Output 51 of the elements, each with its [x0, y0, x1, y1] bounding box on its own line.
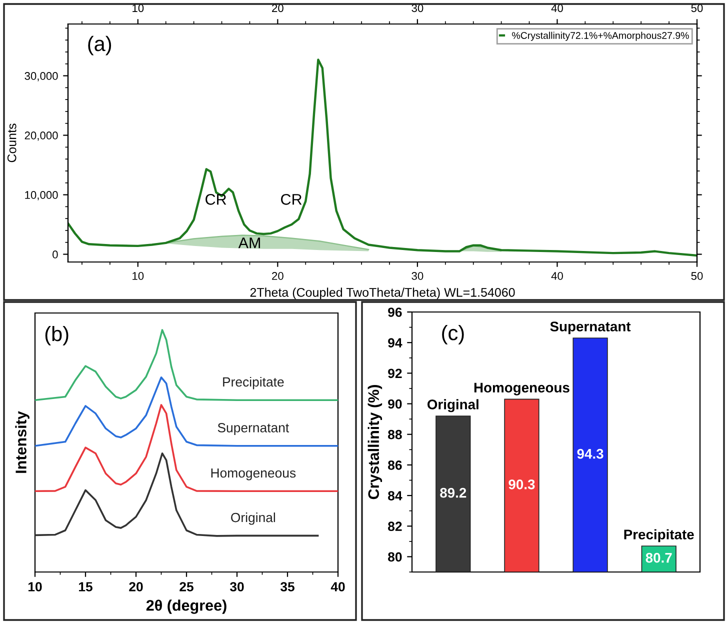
- annotation: (a): [88, 36, 112, 56]
- annotation: (c): [442, 325, 464, 344]
- annotation: CR: [281, 194, 302, 205]
- x-tick-label: 20: [129, 582, 143, 592]
- x2-tick-label: 20: [272, 4, 284, 12]
- y-tick-label: 94: [388, 338, 402, 348]
- series-label: Supernatant: [218, 423, 290, 435]
- x-axis-title: 2Theta (Coupled TwoTheta/Theta) WL=1.54060: [250, 288, 515, 300]
- y-axis-title: Crystallinity (%): [368, 385, 382, 500]
- y-tick-label: 10,000: [25, 191, 58, 200]
- series-label: Homogeneous: [211, 468, 296, 480]
- x2-tick-label: 10: [132, 4, 144, 12]
- x-tick-label: 35: [280, 582, 294, 592]
- x-tick-label: 50: [691, 272, 703, 280]
- x2-tick-label: 40: [551, 4, 563, 12]
- x2-tick-label: 30: [412, 4, 424, 12]
- legend-label: %Crystallinity72.1%+%Amorphous27.9%: [512, 32, 689, 41]
- x-tick-label: 15: [78, 582, 92, 592]
- data-label: 94.3: [577, 448, 604, 459]
- x-tick-label: 30: [412, 272, 424, 280]
- y-tick-label: 82: [388, 522, 402, 532]
- x-tick-label: 10: [132, 272, 144, 280]
- x-tick-label: 40: [551, 272, 563, 280]
- x-tick-label: 30: [230, 582, 244, 592]
- x2-tick-label: 50: [691, 4, 703, 12]
- y-axis-title: Counts: [7, 124, 16, 162]
- data-label: 89.2: [440, 488, 466, 498]
- y-tick-label: 20,000: [24, 132, 58, 141]
- x-tick-label: 25: [180, 582, 194, 592]
- y-tick-label: 86: [388, 460, 402, 470]
- y-axis-title: Intensity: [15, 411, 30, 473]
- line-series: [68, 58, 697, 257]
- y-tick-label: 30,000: [24, 72, 58, 82]
- annotation: (b): [45, 326, 68, 346]
- data-label: 80.7: [646, 552, 672, 563]
- y-tick-label: 0: [52, 250, 58, 258]
- y-tick-label: 92: [388, 368, 402, 378]
- y-tick-label: 88: [388, 430, 402, 440]
- x-tick-label: 40: [330, 582, 345, 592]
- x-tick-label: 20: [272, 272, 284, 280]
- y-tick-label: 84: [388, 491, 402, 500]
- y-tick-label: 90: [388, 399, 402, 409]
- y-tick-label: 96: [388, 308, 402, 317]
- y-tick-label: 80: [388, 552, 402, 562]
- annotation: CR: [206, 194, 226, 205]
- series-label: Precipitate: [223, 376, 284, 390]
- annotation: AM: [238, 238, 260, 248]
- data-label: 90.3: [508, 479, 535, 490]
- x-axis-title: 2θ (degree): [146, 600, 226, 614]
- series-label: Original: [231, 512, 276, 525]
- x-tick-label: 10: [28, 582, 42, 592]
